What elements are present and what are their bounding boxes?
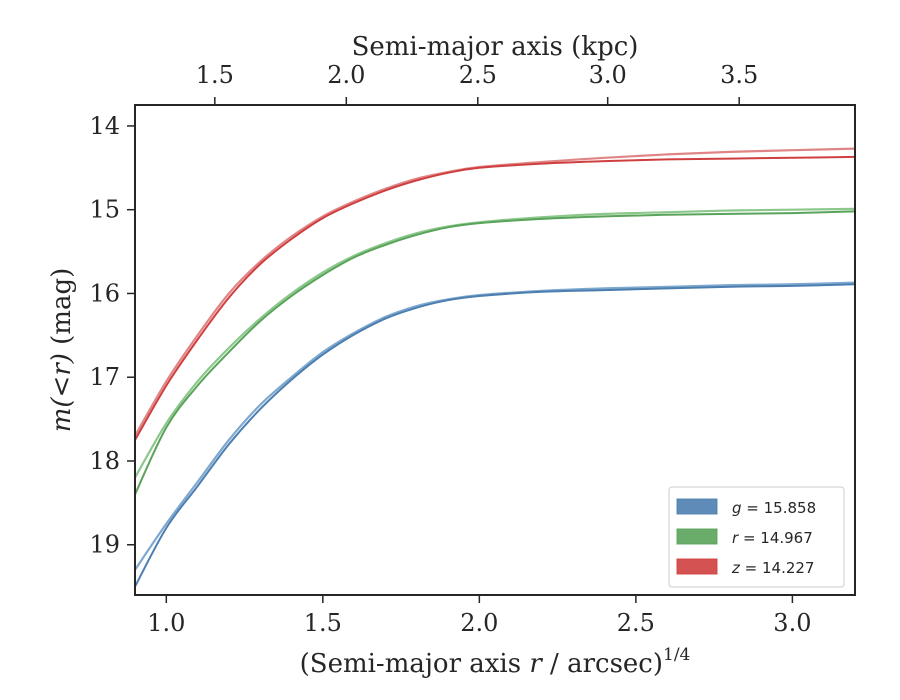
top-x-tick-label: 2.0 (327, 61, 365, 89)
legend-swatch-r (676, 528, 718, 545)
legend-label-value: = 14.967 (738, 529, 813, 547)
x-tick-label: 3.0 (773, 609, 811, 637)
top-x-tick-label: 1.5 (196, 61, 234, 89)
x-axis-label-sup: 1/4 (663, 645, 690, 665)
legend-label-g: g = 15.858 (732, 499, 816, 517)
series-g-observed-line (134, 283, 856, 588)
y-tick-label: 18 (89, 447, 120, 475)
legend-label-value: = 15.858 (742, 499, 817, 517)
y-tick-label: 16 (89, 279, 120, 307)
x-axis-label-pre: (Semi-major axis (300, 649, 530, 679)
legend-label-var: z (731, 559, 741, 577)
series-r-observed-line (134, 210, 856, 495)
top-x-tick-label: 3.5 (720, 61, 758, 89)
legend-label-var: g (732, 499, 742, 517)
x-tick-label: 2.5 (617, 609, 655, 637)
y-tick-label: 15 (89, 196, 120, 224)
y-axis-label: m(<r) (mag) (47, 268, 77, 433)
x-tick-label: 1.5 (304, 609, 342, 637)
series-r-model-line (134, 207, 856, 479)
series-z-model-line (134, 147, 856, 437)
y-tick-label: 14 (89, 112, 120, 140)
series-g-model-line (134, 281, 856, 571)
legend-swatch-g (676, 498, 718, 515)
axis-layer: 1.0 1.5 2.0 2.5 3.0 14 15 16 17 18 19 1.5 2.0 2.5 3.0 3… (89, 61, 811, 637)
x-tick-label: 2.0 (460, 609, 498, 637)
legend-label-var: r (732, 529, 739, 547)
x-axis-label-var: r (529, 649, 543, 679)
y-tick-label: 17 (89, 363, 120, 391)
y-axis-label-var: m(<r) (47, 353, 77, 432)
legend-swatch-z (676, 558, 718, 575)
legend-label-value: = 14.227 (740, 559, 815, 577)
legend-label-r: r = 14.967 (732, 529, 813, 547)
series-z-observed-line (134, 155, 856, 441)
plot-frame (134, 104, 856, 596)
top-x-tick-label: 3.0 (589, 61, 627, 89)
legend-label-z: z = 14.227 (731, 559, 814, 577)
series-layer (134, 147, 856, 588)
x-axis-label: (Semi-major axis r / arcsec)1/4 (300, 645, 691, 679)
top-x-tick-label: 2.5 (459, 61, 497, 89)
top-x-axis-label: Semi-major axis (kpc) (352, 32, 639, 62)
x-axis-label-post: / arcsec) (542, 649, 663, 679)
x-tick-label: 1.0 (147, 609, 185, 637)
y-axis-label-unit: (mag) (47, 268, 77, 353)
y-tick-label: 19 (89, 531, 120, 559)
